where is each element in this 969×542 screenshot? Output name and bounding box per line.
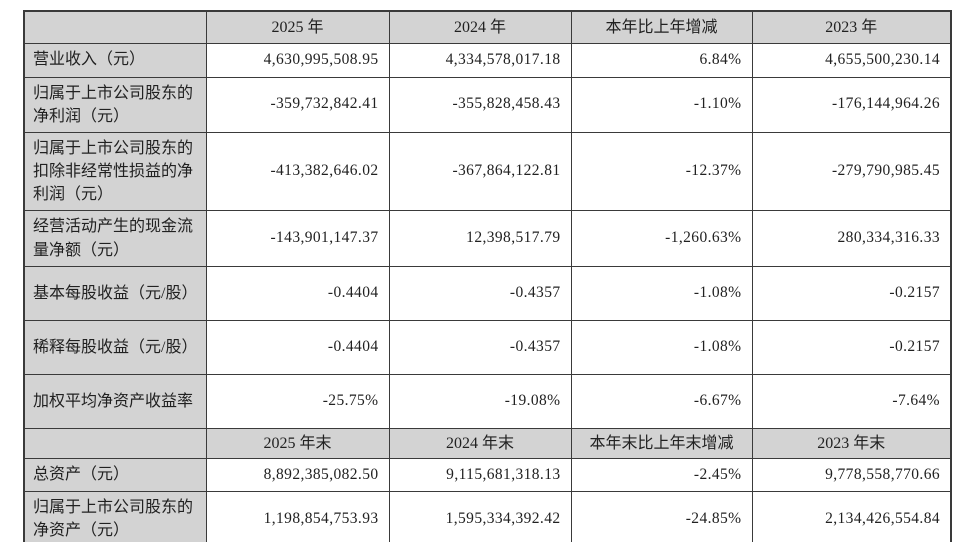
cell-2024: -355,828,458.43 [388, 76, 572, 133]
col-header-2025-end: 2025 年末 [205, 427, 390, 460]
cell-2024: -19.08% [388, 373, 572, 429]
year-end-header-row: 2025 年末 2024 年末 本年末比上年末增减 2023 年末 [23, 427, 952, 460]
corner-cell [23, 427, 207, 460]
col-header-year-end-change: 本年末比上年末增减 [570, 427, 753, 460]
cell-yoy-change: -6.67% [570, 373, 753, 429]
cell-yoy-change: 6.84% [570, 42, 753, 78]
cell-2023: -0.2157 [751, 265, 952, 321]
annual-header-row: 2025 年 2024 年 本年比上年增减 2023 年 [23, 10, 952, 44]
cell-2023: 280,334,316.33 [751, 210, 952, 267]
row-label: 稀释每股收益（元/股） [23, 319, 207, 375]
col-header-2024: 2024 年 [388, 10, 572, 44]
cell-year-end-change: -24.85% [570, 491, 753, 542]
col-header-2024-end: 2024 年末 [388, 427, 572, 460]
cell-2024-end: 9,115,681,318.13 [388, 458, 572, 492]
cell-2025: -0.4404 [205, 265, 390, 321]
cell-2023: -176,144,964.26 [751, 76, 952, 133]
row-label: 加权平均净资产收益率 [23, 373, 207, 429]
cell-2024-end: 1,595,334,392.42 [388, 491, 572, 542]
row-label: 归属于上市公司股东的净资产（元） [23, 491, 207, 542]
table-row-basic-eps: 基本每股收益（元/股） -0.4404 -0.4357 -1.08% -0.21… [23, 265, 952, 321]
cell-2023-end: 2,134,426,554.84 [751, 491, 952, 542]
cell-2023: -0.2157 [751, 319, 952, 375]
row-label: 营业收入（元） [23, 42, 207, 78]
cell-yoy-change: -1.10% [570, 76, 753, 133]
table-row-revenue: 营业收入（元） 4,630,995,508.95 4,334,578,017.1… [23, 42, 952, 78]
cell-2025: 4,630,995,508.95 [205, 42, 390, 78]
table-row-operating-cash-flow: 经营活动产生的现金流量净额（元） -143,901,147.37 12,398,… [23, 210, 952, 267]
key-accounting-data-table-wrap: 2025 年 2024 年 本年比上年增减 2023 年 营业收入（元） 4,6… [23, 10, 952, 542]
row-label: 归属于上市公司股东的扣除非经常性损益的净利润（元） [23, 131, 207, 212]
table-row-net-assets: 归属于上市公司股东的净资产（元） 1,198,854,753.93 1,595,… [23, 491, 952, 542]
col-header-2023-end: 2023 年末 [751, 427, 952, 460]
cell-2023: -7.64% [751, 373, 952, 429]
cell-yoy-change: -1.08% [570, 265, 753, 321]
cell-2025: -143,901,147.37 [205, 210, 390, 267]
row-label: 基本每股收益（元/股） [23, 265, 207, 321]
table-row-diluted-eps: 稀释每股收益（元/股） -0.4404 -0.4357 -1.08% -0.21… [23, 319, 952, 375]
cell-yoy-change: -12.37% [570, 131, 753, 212]
col-header-yoy-change: 本年比上年增减 [570, 10, 753, 44]
cell-2025: -359,732,842.41 [205, 76, 390, 133]
cell-2025: -413,382,646.02 [205, 131, 390, 212]
corner-cell [23, 10, 207, 44]
cell-2025-end: 8,892,385,082.50 [205, 458, 390, 492]
row-label: 归属于上市公司股东的净利润（元） [23, 76, 207, 133]
table-row-total-assets: 总资产（元） 8,892,385,082.50 9,115,681,318.13… [23, 458, 952, 492]
table-row-weighted-avg-roe: 加权平均净资产收益率 -25.75% -19.08% -6.67% -7.64% [23, 373, 952, 429]
col-header-2025: 2025 年 [205, 10, 390, 44]
cell-2024: -367,864,122.81 [388, 131, 572, 212]
cell-2023: 4,655,500,230.14 [751, 42, 952, 78]
cell-2024: 12,398,517.79 [388, 210, 572, 267]
table-row-net-profit: 归属于上市公司股东的净利润（元） -359,732,842.41 -355,82… [23, 76, 952, 133]
cell-2024: -0.4357 [388, 265, 572, 321]
row-label: 经营活动产生的现金流量净额（元） [23, 210, 207, 267]
cell-2023: -279,790,985.45 [751, 131, 952, 212]
cell-yoy-change: -1.08% [570, 319, 753, 375]
cell-2024: -0.4357 [388, 319, 572, 375]
cell-year-end-change: -2.45% [570, 458, 753, 492]
key-accounting-data-table: 2025 年 2024 年 本年比上年增减 2023 年 营业收入（元） 4,6… [23, 10, 952, 542]
col-header-2023: 2023 年 [751, 10, 952, 44]
row-label: 总资产（元） [23, 458, 207, 492]
cell-2025-end: 1,198,854,753.93 [205, 491, 390, 542]
cell-2023-end: 9,778,558,770.66 [751, 458, 952, 492]
cell-2025: -0.4404 [205, 319, 390, 375]
table-row-net-profit-excl-nonrecurring: 归属于上市公司股东的扣除非经常性损益的净利润（元） -413,382,646.0… [23, 131, 952, 212]
cell-2024: 4,334,578,017.18 [388, 42, 572, 78]
cell-2025: -25.75% [205, 373, 390, 429]
cell-yoy-change: -1,260.63% [570, 210, 753, 267]
